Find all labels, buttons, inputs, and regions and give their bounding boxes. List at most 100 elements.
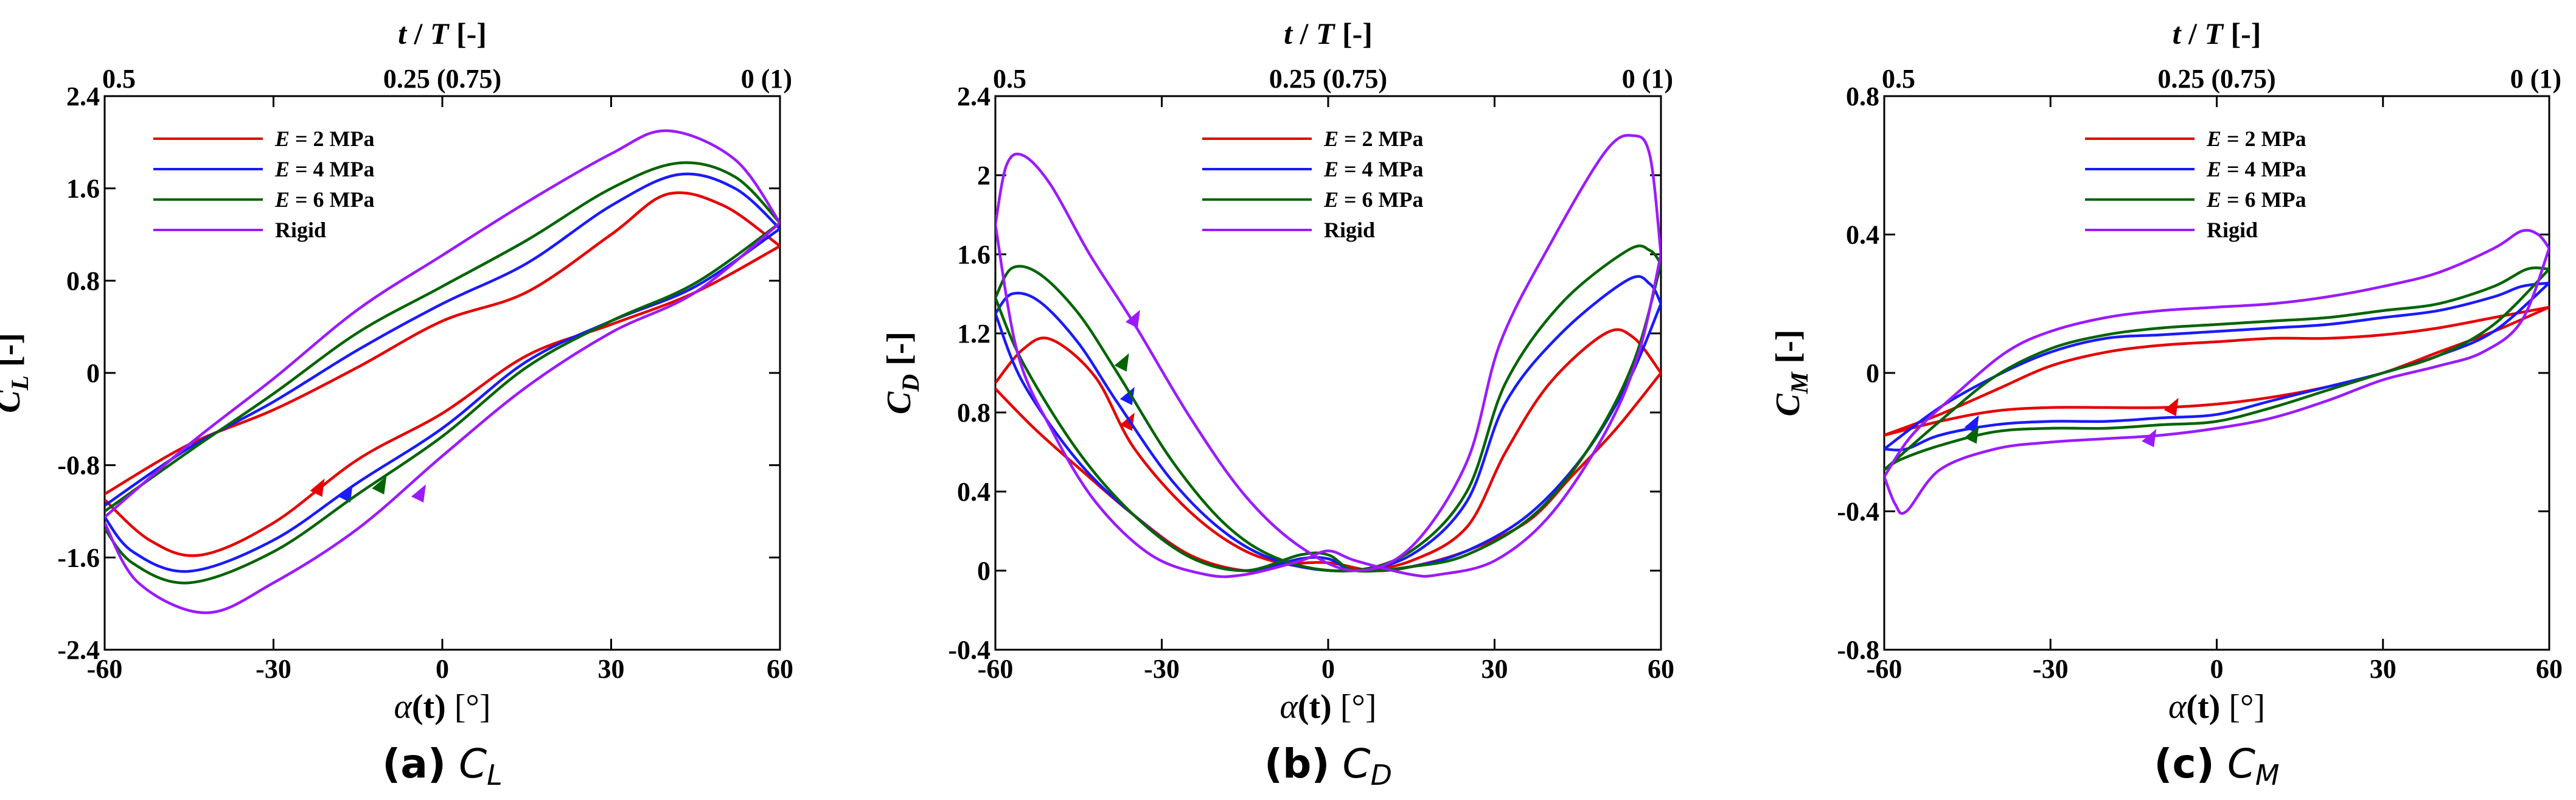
legend-label-rigid: Rigid (2207, 218, 2258, 242)
series-e4-lower (995, 303, 1661, 572)
y-tick-label: 2.4 (66, 82, 100, 111)
plot-frame (103, 95, 781, 651)
series-e4-lower (105, 228, 780, 573)
series-e4-arrow (338, 484, 353, 503)
top-tick-label: 0.5 (1882, 64, 1915, 94)
y-tick-label: 0.4 (1846, 220, 1879, 250)
top-axis-title: t / T [-] (1284, 16, 1373, 50)
x-tick-label: 60 (2536, 654, 2563, 684)
x-tick-label: -30 (2033, 654, 2069, 684)
x-axis-label: α(t) [°] (2168, 688, 2265, 726)
legend-label-e2: E = 2 MPa (1323, 127, 1424, 151)
y-tick-label: -2.4 (57, 635, 100, 665)
x-tick-label: 30 (598, 654, 625, 684)
y-tick-label: -0.8 (1837, 635, 1879, 665)
series-e6-lower (1884, 268, 2549, 471)
x-tick-label: 0 (1321, 654, 1335, 684)
series-e6-arrow (1114, 353, 1129, 372)
series-e6-upper (1884, 266, 2549, 471)
y-tick-label: -0.4 (1837, 497, 1879, 527)
series-e6-lower (105, 221, 780, 585)
chart-cd: -60 -30 0 30 60 0.5 0.25 (0.75) 0 (1) t / T [-] 2… (880, 16, 1674, 791)
y-tick-label: 0.8 (1846, 82, 1879, 111)
top-tick-label: 0 (1) (2510, 64, 2561, 94)
x-tick-label: -30 (256, 654, 291, 684)
x-tick-label: -60 (1867, 654, 1902, 684)
series-e2-arrow (1119, 412, 1135, 431)
y-tick-label: 2.4 (957, 82, 990, 111)
top-tick-label: 0 (1) (741, 64, 792, 94)
series-rigid-upper (105, 129, 780, 518)
chart-cl: -60 -30 0 30 60 0.5 0.25 (0.75) 0 (1) t / T [-] 2… (0, 16, 793, 791)
series-rigid-arrow (2142, 429, 2157, 448)
top-axis-title: t / T [-] (2173, 16, 2261, 50)
legend-label-e4: E = 4 MPa (274, 157, 375, 181)
top-tick-label: 0.25 (0.75) (2157, 64, 2275, 94)
series-e2-upper (1884, 305, 2549, 437)
y-tick-label: 0 (1866, 358, 1879, 388)
series-e6-upper (995, 244, 1661, 572)
y-tick-label: 1.6 (66, 174, 100, 204)
legend-label-e2: E = 2 MPa (274, 127, 375, 151)
x-tick-label: -60 (978, 654, 1014, 684)
y-axis-label: CM [-] (1769, 330, 1813, 417)
legend-label-rigid: Rigid (1324, 218, 1375, 242)
series-rigid-lower (105, 221, 780, 614)
series-e2-arrow (310, 478, 325, 497)
y-axis-label: CL [-] (0, 333, 33, 413)
x-tick-label: 30 (2370, 654, 2397, 684)
series-rigid-upper (1884, 229, 2549, 478)
series-e6-upper (105, 161, 780, 513)
y-axis-label: CD [-] (880, 332, 924, 414)
y-tick-label: 0.8 (957, 398, 990, 428)
y-tick-label: -0.8 (57, 451, 100, 481)
x-tick-label: 60 (1648, 654, 1674, 684)
x-tick-label: 60 (767, 654, 793, 684)
chart-cm: -60 -30 0 30 60 0.5 0.25 (0.75) 0 (1) t / T [-] 0… (1769, 16, 2563, 791)
y-tick-label: 1.6 (957, 240, 990, 270)
top-tick-label: 0.25 (0.75) (383, 64, 501, 94)
curves (995, 134, 1661, 579)
series-e2-upper (105, 191, 780, 496)
series-e6-arrow (1964, 425, 1979, 444)
legend: E = 2 MPa E = 4 MPa E = 6 MPa Rigid (1202, 127, 1424, 242)
y-tick-label: 0 (977, 556, 990, 586)
top-tick-label: 0.25 (0.75) (1269, 64, 1387, 94)
top-tick-label: 0 (1) (1622, 64, 1673, 94)
series-rigid-lower (995, 224, 1661, 579)
y-tick-label: -1.6 (57, 543, 100, 572)
legend-label-e6: E = 6 MPa (274, 187, 375, 212)
x-tick-label: 30 (1481, 654, 1508, 684)
series-e6-arrow (372, 476, 387, 495)
x-axis-label: α(t) [°] (394, 688, 490, 726)
top-axis-title: t / T [-] (398, 16, 487, 50)
series-e2-lower (105, 245, 780, 557)
x-tick-label: -60 (87, 654, 123, 684)
y-tick-label: 0 (86, 358, 100, 388)
x-axis-label: α(t) [°] (1279, 688, 1376, 726)
legend-label-e6: E = 6 MPa (1323, 187, 1424, 212)
top-tick-label: 0.5 (993, 64, 1026, 94)
curves (1884, 229, 2549, 515)
y-tick-label: 1.2 (957, 319, 990, 349)
series-e2-lower (1884, 305, 2549, 437)
legend-label-e4: E = 4 MPa (1323, 157, 1424, 181)
y-tick-label: 2 (977, 161, 990, 190)
legend: E = 2 MPa E = 4 MPa E = 6 MPa Rigid (153, 127, 375, 242)
y-tick-label: 0.4 (957, 477, 990, 507)
legend: E = 2 MPa E = 4 MPa E = 6 MPa Rigid (2085, 127, 2306, 242)
y-tick-label: 0.8 (66, 266, 100, 296)
top-tick-label: 0.5 (102, 64, 136, 94)
legend-label-rigid: Rigid (275, 218, 326, 242)
x-tick-label: 0 (436, 654, 449, 684)
panel-caption: (a) CL (382, 740, 503, 791)
x-tick-label: 0 (2210, 654, 2224, 684)
curves (105, 129, 780, 614)
series-rigid-upper (995, 134, 1661, 572)
legend-label-e2: E = 2 MPa (2206, 127, 2306, 151)
panel-caption: (c) CM (2154, 740, 2279, 791)
series-rigid-arrow (1125, 310, 1140, 329)
panel-caption: (b) CD (1264, 740, 1392, 791)
series-e4-upper (995, 275, 1661, 572)
